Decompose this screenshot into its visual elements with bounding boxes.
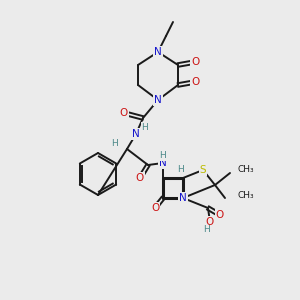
Text: O: O [191, 77, 199, 87]
Text: O: O [120, 108, 128, 118]
Text: H: H [177, 166, 183, 175]
Text: CH₃: CH₃ [238, 164, 255, 173]
Text: N: N [154, 47, 162, 57]
Text: O: O [136, 173, 144, 183]
Text: N: N [154, 95, 162, 105]
Text: N: N [179, 193, 187, 203]
Text: H: H [142, 122, 148, 131]
Text: H: H [160, 152, 167, 160]
Text: N: N [159, 158, 167, 168]
Text: S: S [200, 165, 206, 175]
Text: O: O [151, 203, 159, 213]
Text: N: N [132, 129, 140, 139]
Text: O: O [191, 57, 199, 67]
Text: O: O [216, 210, 224, 220]
Text: CH₃: CH₃ [237, 191, 253, 200]
Text: H: H [112, 139, 118, 148]
Text: H: H [204, 226, 210, 235]
Text: O: O [206, 217, 214, 227]
